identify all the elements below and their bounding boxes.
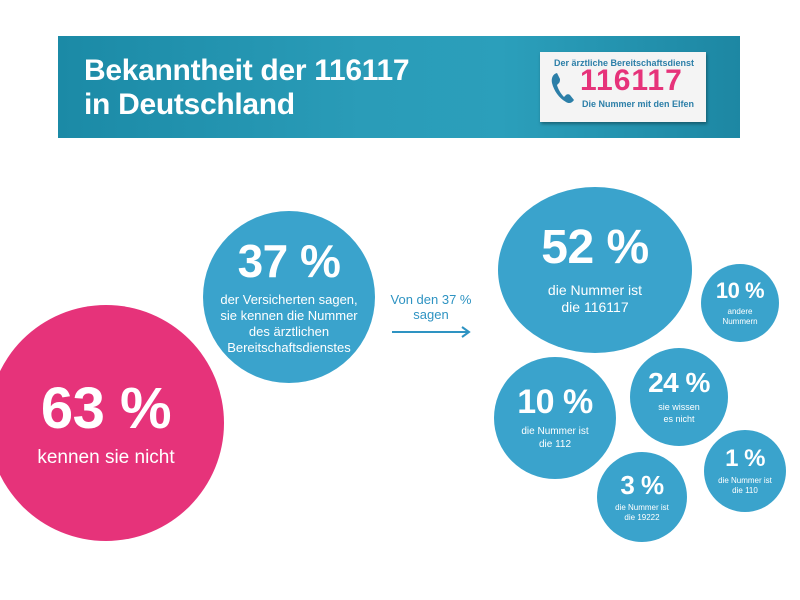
bubble-value: 37 %: [237, 234, 341, 287]
bubble-label-line: die Nummer ist: [547, 281, 643, 298]
bubble-value: 10 %: [517, 383, 593, 421]
bubble-3-percent: 3 % die Nummer ist die 19222: [597, 452, 687, 542]
page-title: Bekanntheit der 116117 in Deutschland: [84, 54, 410, 122]
bubble-label-line: der Versicherten sagen,: [220, 291, 358, 307]
phone-icon: [551, 73, 574, 104]
bubble-10-percent-andere: 10 % andere Nummern: [701, 264, 779, 342]
bubble-label-line: Nummern: [722, 316, 758, 326]
bubble-value: 1 %: [725, 444, 765, 472]
bubble-label-line: die 116117: [561, 299, 629, 315]
bubble-37-percent: 37 % der Versicherten sagen, sie kennen …: [203, 211, 375, 383]
bubble-label-line: die Nummer ist: [615, 502, 669, 512]
logo-116117: Der ärztliche Bereitschaftsdienst 116117…: [540, 52, 706, 122]
bubble-63-percent: 63 % kennen sie nicht: [0, 305, 224, 541]
bubble-label-line: die Nummer ist: [718, 475, 772, 485]
bubble-value: 63 %: [40, 376, 172, 442]
bubble-label-line: sie kennen die Nummer: [220, 307, 358, 323]
bubble-label: kennen sie nicht: [37, 447, 175, 469]
bubble-label-line: andere: [727, 306, 753, 316]
logo-number: 116117: [580, 64, 683, 97]
bubble-value: 3 %: [620, 469, 664, 500]
arrow-label-line-2: sagen: [413, 307, 449, 322]
arrow-right-icon: [392, 326, 471, 338]
bubble-label-line: Bereitschaftsdienstes: [227, 340, 351, 356]
bubble-label-line: die 19222: [624, 512, 660, 522]
bubble-10-percent-112: 10 % die Nummer ist die 112: [494, 357, 616, 479]
title-line-2: in Deutschland: [84, 88, 295, 121]
bubble-value: 52 %: [541, 220, 649, 274]
bubble-label-line: die Nummer ist: [521, 426, 589, 437]
header-banner: Bekanntheit der 116117 in Deutschland De…: [58, 36, 740, 138]
arrow-label-line-1: Von den 37 %: [390, 292, 472, 307]
title-line-1: Bekanntheit der 116117: [84, 54, 410, 87]
logo-tagline-top: Der ärztliche Bereitschaftsdienst: [554, 58, 695, 68]
bubble-label-line: des ärztlichen: [248, 324, 330, 339]
bubble-label-line: die 112: [538, 438, 572, 450]
bubble-label-line: es nicht: [663, 413, 695, 424]
logo-tagline-bottom: Die Nummer mit den Elfen: [582, 99, 695, 109]
bubble-value: 24 %: [648, 367, 710, 399]
bubble-label-line: die 110: [732, 485, 758, 495]
bubble-label-line: sie wissen: [658, 402, 700, 413]
bubble-52-percent: 52 % die Nummer ist die 116117: [498, 187, 692, 353]
bubble-24-percent: 24 % sie wissen es nicht: [630, 348, 728, 446]
bubble-1-percent: 1 % die Nummer ist die 110: [704, 430, 786, 512]
arrow-label: Von den 37 % sagen: [383, 292, 479, 322]
bubble-value: 10 %: [715, 277, 765, 303]
